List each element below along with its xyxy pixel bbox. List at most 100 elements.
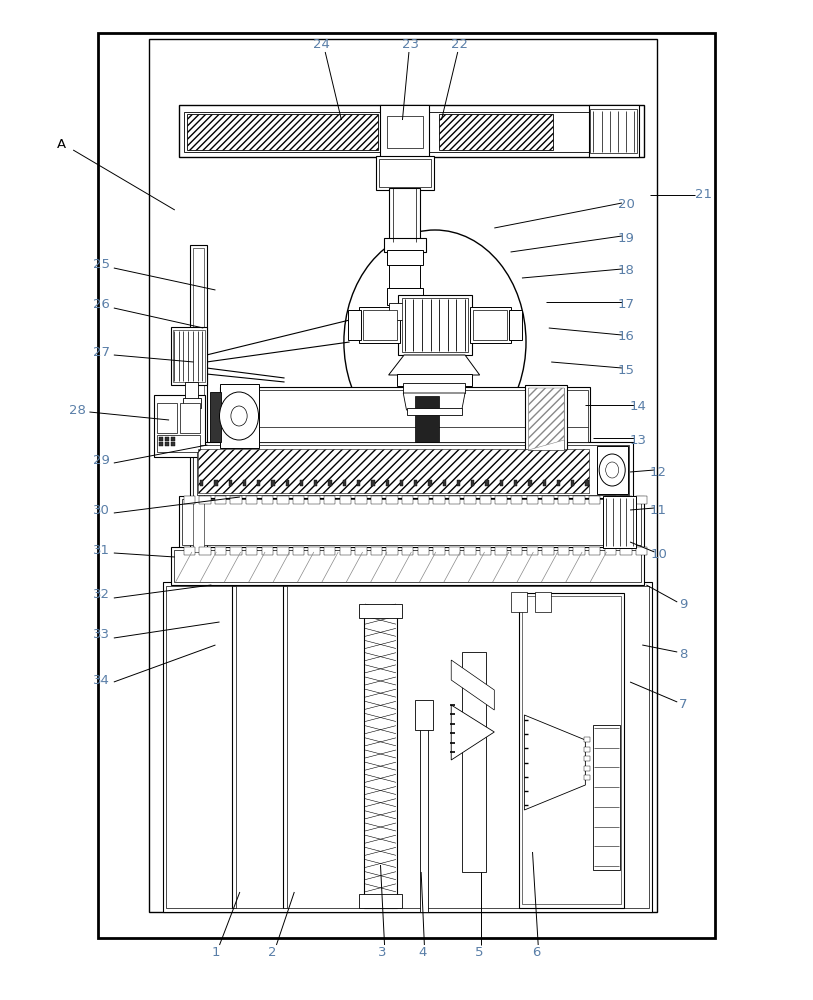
Bar — [519, 593, 624, 908]
Text: 25: 25 — [93, 258, 110, 271]
Bar — [470, 307, 511, 343]
Bar — [415, 700, 433, 730]
Bar — [511, 547, 523, 555]
Bar — [558, 547, 569, 555]
Bar — [232, 586, 236, 908]
Bar — [428, 480, 432, 486]
Bar — [180, 403, 200, 433]
Text: 31: 31 — [93, 544, 110, 556]
Bar — [372, 480, 375, 486]
Bar — [184, 547, 195, 555]
Bar — [179, 496, 644, 548]
Bar — [277, 496, 289, 504]
Bar — [449, 547, 460, 555]
Bar — [328, 480, 332, 486]
Bar — [215, 496, 226, 504]
Bar — [542, 496, 554, 504]
Bar — [174, 550, 641, 582]
Text: 12: 12 — [650, 466, 667, 479]
Bar — [527, 547, 538, 555]
Polygon shape — [451, 705, 494, 760]
Bar — [389, 188, 420, 242]
Bar — [500, 480, 503, 486]
Bar — [418, 547, 429, 555]
Polygon shape — [584, 766, 590, 770]
Bar — [179, 105, 644, 157]
Bar — [364, 606, 397, 908]
Bar — [387, 116, 423, 148]
Bar — [542, 547, 554, 555]
Text: 33: 33 — [93, 629, 110, 642]
Bar — [511, 592, 527, 612]
Bar — [402, 298, 468, 352]
Polygon shape — [451, 660, 494, 710]
Bar — [389, 303, 420, 320]
Bar — [246, 547, 258, 555]
Text: 7: 7 — [679, 698, 687, 712]
Text: 28: 28 — [69, 403, 85, 416]
Bar — [222, 390, 588, 442]
Bar — [385, 480, 389, 486]
Bar — [308, 496, 320, 504]
Text: A: A — [56, 138, 66, 151]
Bar — [528, 480, 532, 486]
Bar — [589, 547, 600, 555]
Polygon shape — [584, 756, 590, 761]
Polygon shape — [584, 775, 590, 780]
Circle shape — [220, 392, 259, 440]
Bar — [406, 408, 462, 415]
Text: 24: 24 — [313, 38, 329, 51]
Bar — [357, 480, 360, 486]
Bar — [324, 547, 336, 555]
Bar — [262, 547, 273, 555]
Bar — [402, 496, 413, 504]
Bar — [603, 496, 636, 548]
Bar — [363, 310, 397, 340]
Bar — [359, 307, 400, 343]
Bar — [166, 586, 649, 908]
Text: 30: 30 — [93, 504, 110, 516]
Bar — [449, 496, 460, 504]
Bar — [389, 262, 420, 290]
Bar — [509, 310, 522, 340]
Bar — [387, 288, 423, 305]
Bar — [557, 480, 560, 486]
Bar — [462, 652, 486, 872]
Bar — [199, 547, 211, 555]
Bar — [215, 547, 226, 555]
Text: 22: 22 — [451, 38, 467, 51]
Bar — [300, 480, 303, 486]
Bar — [262, 496, 273, 504]
Bar — [379, 159, 431, 187]
Bar — [340, 496, 351, 504]
Bar — [386, 547, 398, 555]
Bar — [571, 480, 574, 486]
Text: 8: 8 — [679, 648, 687, 662]
Text: 19: 19 — [618, 232, 634, 244]
Bar — [149, 39, 657, 912]
Bar — [272, 480, 275, 486]
Bar — [472, 480, 475, 486]
Bar — [163, 582, 652, 912]
Bar — [171, 442, 175, 446]
Bar — [397, 374, 472, 386]
Bar — [636, 547, 647, 555]
Bar — [620, 496, 632, 504]
Bar — [183, 398, 201, 408]
Bar — [418, 496, 429, 504]
Bar — [480, 547, 491, 555]
Text: 1: 1 — [211, 946, 220, 958]
Bar — [159, 437, 163, 441]
Bar — [376, 156, 434, 190]
Text: 26: 26 — [93, 298, 110, 312]
Bar — [433, 547, 445, 555]
Bar — [585, 480, 589, 486]
Bar — [384, 238, 426, 252]
Bar — [246, 496, 258, 504]
Bar — [573, 496, 585, 504]
Bar — [495, 547, 506, 555]
Text: 6: 6 — [533, 946, 541, 958]
Bar — [605, 547, 616, 555]
Bar — [165, 437, 169, 441]
Bar — [293, 496, 304, 504]
